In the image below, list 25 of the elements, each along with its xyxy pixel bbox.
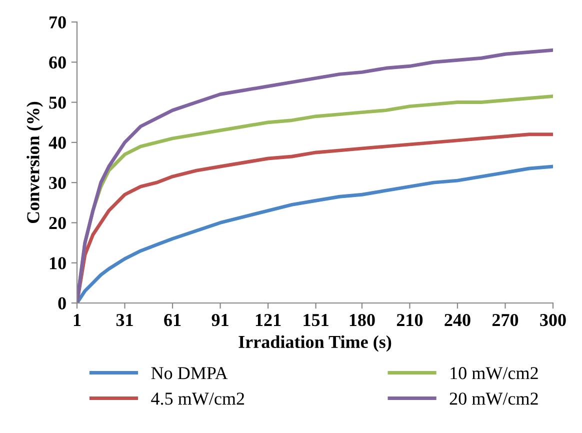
legend-label: 10 mW/cm2 — [450, 367, 538, 380]
x-tick-label: 210 — [396, 314, 423, 326]
x-tick-label: 1 — [74, 314, 81, 326]
x-axis-title: Irradiation Time (s) — [238, 335, 392, 352]
x-tick-label: 180 — [350, 314, 375, 326]
y-axis-title: Conversion (%) — [26, 102, 43, 224]
y-tick-label: 70 — [50, 16, 66, 28]
x-tick-label: 121 — [256, 314, 281, 326]
x-tick-label: 240 — [444, 314, 470, 326]
y-tick-label: 0 — [58, 297, 66, 310]
y-tick-label: 30 — [49, 176, 66, 190]
y-tick-label: 20 — [49, 216, 66, 230]
x-tick-label: 151 — [304, 314, 328, 326]
legend-label: No DMPA — [151, 367, 228, 380]
x-tick-label: 31 — [116, 314, 133, 326]
x-tick-label: 91 — [212, 314, 228, 326]
y-tick-label: 60 — [49, 56, 66, 69]
x-tick-label: 300 — [540, 314, 566, 326]
legend-label: 20 mW/cm2 — [450, 392, 538, 405]
y-tick-label: 50 — [49, 96, 66, 109]
legend-label: 4.5 mW/cm2 — [151, 392, 244, 405]
y-tick-label: 10 — [50, 257, 66, 270]
x-tick-label: 61 — [164, 314, 181, 326]
x-tick-label: 270 — [492, 314, 518, 326]
y-tick-label: 40 — [48, 136, 66, 149]
